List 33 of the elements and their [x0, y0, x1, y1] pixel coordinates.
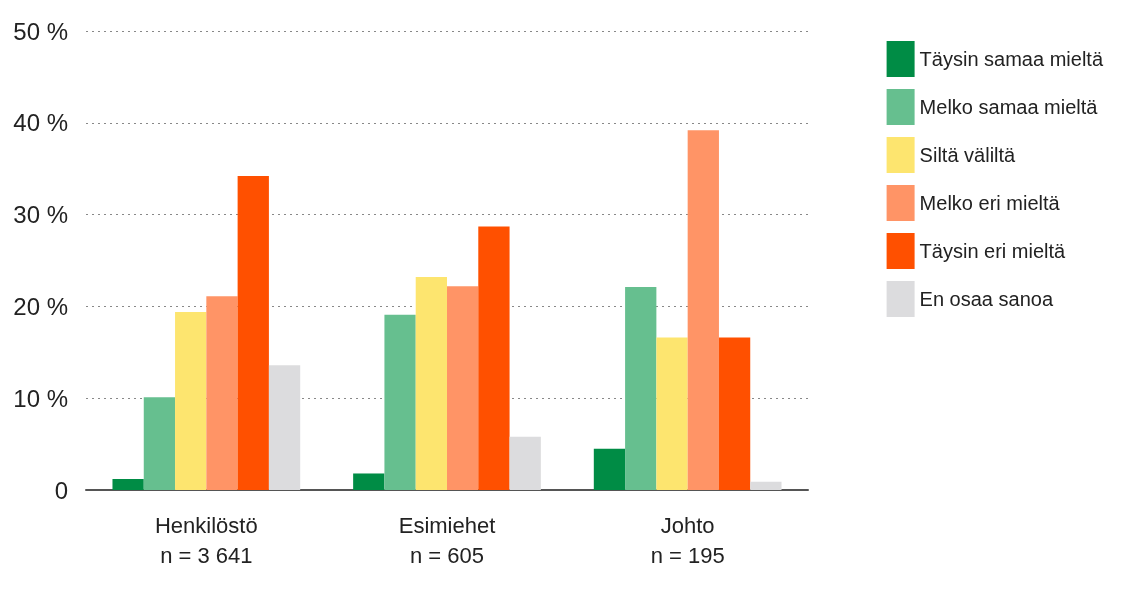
x-tick-label: Henkilöstö n = 3 641: [154, 512, 258, 568]
y-tick-label: 20 %: [13, 292, 68, 320]
bar: [509, 436, 541, 490]
bar: [593, 448, 626, 490]
legend-label: Täysin samaa mieltä: [919, 48, 1104, 70]
bar: [656, 337, 688, 490]
y-tick-label: 50 %: [13, 17, 68, 45]
y-tick-label: 40 %: [13, 109, 68, 137]
legend-label: Melko eri mieltä: [919, 192, 1061, 214]
bar: [625, 287, 657, 490]
legend-label: Täysin eri mieltä: [919, 240, 1067, 262]
y-tick-label: 0: [54, 476, 68, 504]
bar: [353, 473, 385, 490]
legend-label: Melko samaa mieltä: [919, 96, 1099, 118]
y-tick-label: 10 %: [13, 384, 68, 412]
bar: [175, 311, 207, 490]
x-tick-label: Johto n = 195: [650, 512, 725, 568]
bar: [384, 314, 416, 490]
legend-label: Siltä väliltä: [919, 144, 1017, 166]
y-tick-label: 30 %: [13, 201, 68, 229]
bar: [718, 337, 751, 490]
bar: [112, 478, 144, 490]
bar: [268, 365, 301, 490]
bar: [447, 286, 479, 490]
bar: [478, 226, 510, 490]
bar: [750, 481, 782, 490]
legend-label: En osaa sanoa: [919, 288, 1054, 310]
bar: [143, 397, 176, 490]
x-tick-label: Esimiehet n = 605: [398, 512, 496, 568]
bar: [237, 176, 269, 490]
bar: [206, 296, 238, 490]
bar: [415, 277, 447, 490]
bar: [687, 130, 719, 490]
